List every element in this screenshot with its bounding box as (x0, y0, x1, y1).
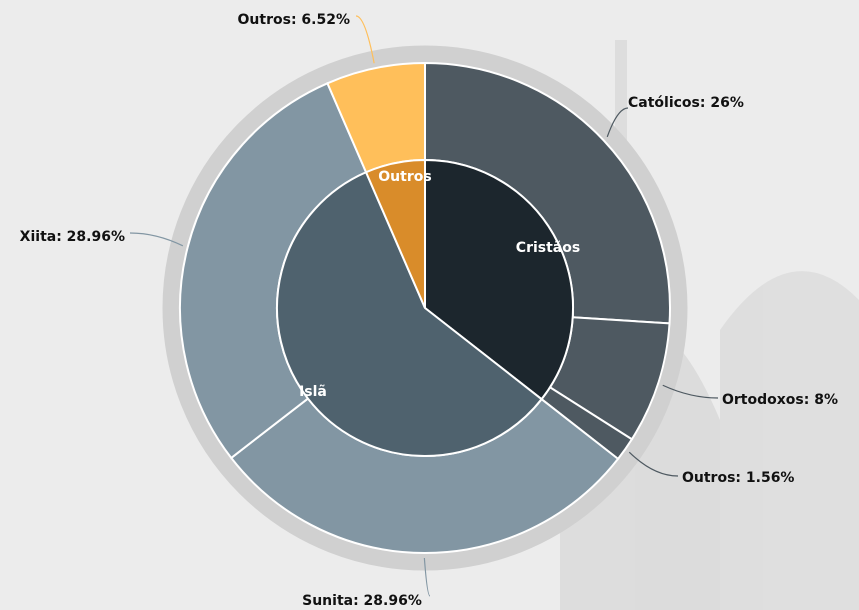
data-label: Sunita: 28.96% (302, 593, 422, 609)
data-label: Ortodoxos: 8% (722, 392, 838, 408)
data-label: Católicos: 26% (628, 95, 744, 111)
inner-label: Cristãos (516, 240, 580, 256)
data-label: Outros: 6.52% (238, 12, 350, 28)
chart: Cristãos Islã Outros Católicos: 26% Ortodoxo… (0, 0, 859, 610)
inner-label: Islã (299, 384, 327, 400)
data-label: Outros: 1.56% (682, 470, 794, 486)
page: Cristãos Islã Outros Católicos: 26% Ortodoxo… (0, 0, 859, 610)
inner-label: Outros (378, 169, 431, 185)
data-label: Xiita: 28.96% (20, 229, 125, 245)
